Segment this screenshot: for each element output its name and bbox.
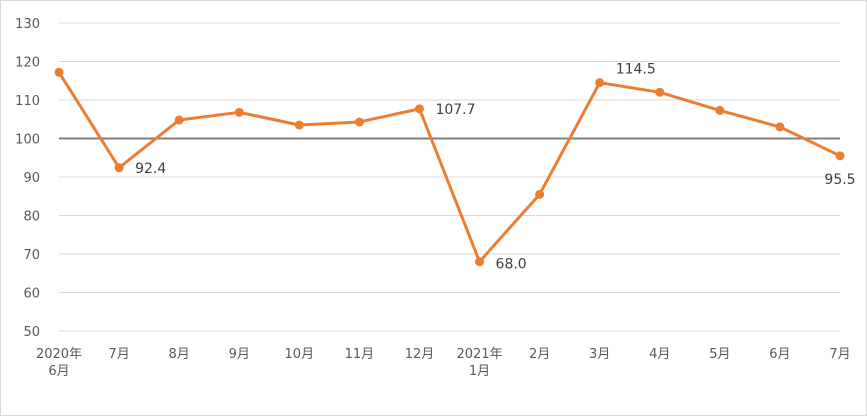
- x-tick-label: 2月: [529, 347, 550, 362]
- data-point: [595, 78, 605, 88]
- x-tick-label: 12月: [405, 347, 435, 362]
- x-tick-label: 5月: [709, 347, 730, 362]
- data-point: [535, 189, 545, 199]
- data-label: 95.5: [824, 172, 855, 188]
- data-point: [475, 257, 485, 267]
- series-line: [57, 71, 841, 264]
- data-point: [114, 163, 124, 173]
- data-label: 92.4: [135, 161, 166, 177]
- y-tick-label: 100: [15, 133, 40, 148]
- data-point: [775, 122, 785, 132]
- y-tick-label: 120: [15, 56, 40, 71]
- series-group: [54, 67, 845, 267]
- data-point: [234, 107, 244, 117]
- data-point: [174, 115, 184, 125]
- x-tick-label: 2020年 6月: [36, 347, 82, 379]
- x-tick-label: 7月: [829, 347, 850, 362]
- x-tick-label: 3月: [589, 347, 610, 362]
- x-tick-label: 8月: [169, 347, 190, 362]
- data-point: [655, 87, 665, 97]
- y-axis: 50 60 70 80 90 100 110 120 130: [15, 17, 40, 340]
- x-tick-label: 11月: [345, 347, 375, 362]
- data-point: [294, 120, 304, 130]
- data-point: [414, 104, 424, 114]
- y-tick-label: 90: [23, 171, 40, 186]
- y-tick-label: 80: [23, 210, 40, 225]
- data-labels: 92.4 107.7 68.0 114.5 95.5: [135, 62, 856, 273]
- data-label: 68.0: [496, 257, 527, 273]
- x-tick-label: 6月: [769, 347, 790, 362]
- y-tick-label: 110: [15, 94, 40, 109]
- data-point: [354, 117, 364, 127]
- gridlines: [59, 22, 840, 332]
- data-point: [54, 67, 64, 77]
- y-tick-label: 70: [23, 248, 40, 263]
- y-tick-label: 50: [23, 325, 40, 340]
- x-axis: 2020年 6月 7月 8月 9月 10月 11月 12月 2021年 1月 2月 3月 4月 5月 6月 7…: [36, 347, 851, 379]
- x-tick-label: 7月: [108, 347, 129, 362]
- y-tick-label: 130: [15, 17, 40, 32]
- data-label: 107.7: [435, 102, 475, 118]
- x-tick-label: 4月: [649, 347, 670, 362]
- x-tick-label: 2021年 1月: [456, 347, 502, 379]
- x-tick-label: 10月: [285, 347, 315, 362]
- x-tick-label: 9月: [229, 347, 250, 362]
- data-point: [835, 151, 845, 161]
- data-point: [715, 105, 725, 115]
- y-tick-label: 60: [23, 287, 40, 302]
- data-label: 114.5: [616, 62, 656, 78]
